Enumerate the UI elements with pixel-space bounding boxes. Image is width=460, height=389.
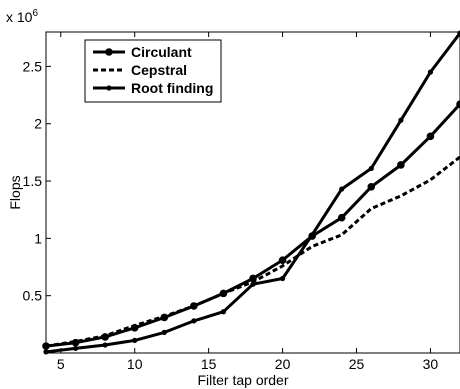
x-tick-label: 25 bbox=[349, 356, 365, 372]
series-point-2 bbox=[339, 186, 345, 192]
series-line-0 bbox=[45, 103, 460, 348]
series-point-2 bbox=[102, 342, 108, 348]
y-tick-label: 2 bbox=[34, 116, 42, 132]
x-tick-label: 5 bbox=[57, 356, 65, 372]
legend-label-0: Circulant bbox=[131, 44, 192, 60]
series-point-2 bbox=[220, 309, 227, 315]
series-layer bbox=[42, 30, 460, 355]
x-tick-label: 15 bbox=[201, 356, 217, 372]
x-axis-label: Filter tap order bbox=[197, 372, 288, 388]
y-tick-label: 0.5 bbox=[23, 288, 43, 304]
series-point-2 bbox=[161, 329, 167, 335]
legend-marker-0 bbox=[105, 48, 113, 56]
legend-label-2: Root finding bbox=[131, 80, 213, 96]
series-point-2 bbox=[250, 281, 256, 287]
series-point-0 bbox=[426, 132, 435, 141]
series-line-1 bbox=[45, 155, 460, 348]
series-point-2 bbox=[427, 69, 434, 75]
y-axis-label: Flops bbox=[7, 175, 23, 209]
y-tick-label: 1.5 bbox=[23, 173, 43, 189]
axes: 5 10 15 20 25 30 0.5 1 1.5 2 2.5 x 106 Filter tap or… bbox=[6, 8, 460, 388]
y-exponent-power: 6 bbox=[32, 8, 38, 19]
y-tick-label: 2.5 bbox=[23, 58, 43, 74]
series-point-2 bbox=[132, 337, 138, 343]
x-tick-label: 20 bbox=[275, 356, 291, 372]
series-point-2 bbox=[279, 275, 286, 282]
x-tick-label: 30 bbox=[423, 356, 439, 372]
series-point-2 bbox=[457, 30, 460, 36]
series-point-2 bbox=[309, 232, 315, 238]
series-point-0 bbox=[397, 161, 405, 169]
x-tick-label: 10 bbox=[127, 356, 143, 372]
series-point-0 bbox=[42, 342, 50, 350]
legend-label-1: Cepstral bbox=[131, 62, 187, 78]
series-point-0 bbox=[456, 100, 460, 109]
y-exponent-label: x 106 bbox=[6, 8, 38, 25]
series-point-2 bbox=[43, 349, 49, 355]
series-point-0 bbox=[367, 182, 376, 191]
series-point-2 bbox=[368, 165, 374, 172]
series-point-0 bbox=[278, 256, 287, 264]
series-point-2 bbox=[398, 117, 404, 123]
legend: Circulant Cepstral Root finding bbox=[84, 39, 222, 103]
legend-marker-2 bbox=[106, 85, 112, 91]
series-point-2 bbox=[72, 345, 79, 352]
plot-frame bbox=[45, 31, 460, 354]
series-point-0 bbox=[337, 213, 346, 222]
y-tick-label: 1 bbox=[34, 230, 42, 246]
series-point-2 bbox=[191, 318, 197, 324]
